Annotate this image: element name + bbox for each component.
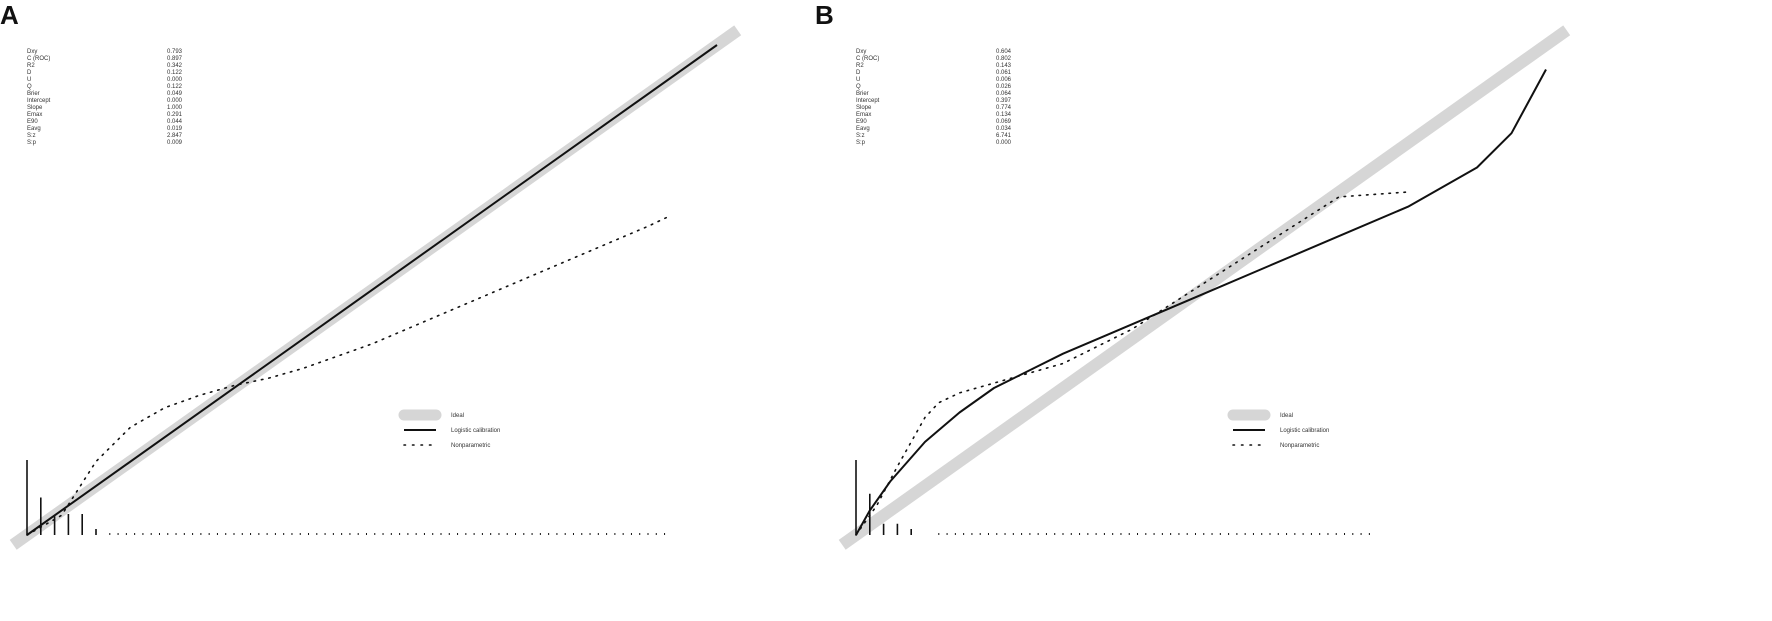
stat-name: Q — [856, 84, 861, 90]
stat-value: 0.069 — [996, 119, 1012, 125]
stat-value: 0.774 — [996, 105, 1012, 111]
panel-label: B — [815, 0, 834, 30]
stat-name: Brier — [856, 91, 869, 97]
stat-name: Emax — [27, 112, 42, 118]
stat-value: 0.342 — [167, 63, 183, 69]
nonparametric-line — [26, 215, 670, 536]
legend-ideal-label: Ideal — [451, 413, 464, 419]
stat-name: S:p — [27, 140, 37, 146]
stat-value: 0.006 — [996, 77, 1012, 83]
stat-name: C (ROC) — [856, 56, 879, 62]
stat-value: 0.134 — [996, 112, 1012, 118]
stat-name: Intercept — [27, 98, 51, 104]
stat-value: 1.000 — [167, 105, 183, 111]
stat-value: 0.009 — [167, 140, 183, 146]
stat-value: 2.847 — [167, 133, 183, 139]
stat-name: Brier — [27, 91, 40, 97]
stat-name: Intercept — [856, 98, 880, 104]
stat-name: Slope — [27, 105, 43, 111]
stat-value: 0.122 — [167, 84, 183, 90]
stat-name: S:p — [856, 140, 866, 146]
stat-value: 0.897 — [167, 56, 183, 62]
stat-name: S:z — [27, 133, 36, 139]
stat-value: 0.604 — [996, 49, 1012, 55]
legend-logistic-label: Logistic calibration — [451, 428, 500, 434]
stat-name: Dxy — [856, 49, 866, 55]
stat-name: U — [27, 77, 31, 83]
stat-name: E90 — [27, 119, 38, 125]
legend-nonparametric-label: Nonparametric — [451, 443, 490, 449]
legend-logistic-label: Logistic calibration — [1280, 428, 1329, 434]
stat-value: 0.143 — [996, 63, 1012, 69]
stat-name: R2 — [856, 63, 864, 69]
legend-ideal-label: Ideal — [1280, 413, 1293, 419]
stat-name: U — [856, 77, 860, 83]
stat-name: R2 — [27, 63, 35, 69]
stat-name: Eavg — [27, 126, 41, 132]
stat-value: 0.026 — [996, 84, 1012, 90]
stat-value: 0.019 — [167, 126, 183, 132]
calibration-panel-b: B Dxy 0.604 C (ROC) 0.802 R2 0.143 D 0.061 U 0.006… — [815, 0, 1571, 550]
stat-name: D — [856, 70, 861, 76]
calibration-panel-a: A Dxy 0.793 C (ROC) 0.897 R2 0.342 D 0.122 U 0.000… — [0, 0, 742, 550]
stat-value: 0.000 — [167, 77, 183, 83]
logistic-calibration-line — [855, 69, 1547, 536]
stat-value: 0.802 — [996, 56, 1012, 62]
stat-name: E90 — [856, 119, 867, 125]
stat-value: 6.741 — [996, 133, 1012, 139]
stat-name: S:z — [856, 133, 865, 139]
panel-label: A — [0, 0, 19, 30]
stat-name: Q — [27, 84, 32, 90]
stat-value: 0.064 — [996, 91, 1012, 97]
stat-value: 0.000 — [167, 98, 183, 104]
stat-name: Dxy — [27, 49, 37, 55]
stat-value: 0.000 — [996, 140, 1012, 146]
stat-value: 0.793 — [167, 49, 183, 55]
stat-value: 0.034 — [996, 126, 1012, 132]
stat-name: C (ROC) — [27, 56, 50, 62]
stat-value: 0.291 — [167, 112, 183, 118]
stat-name: Emax — [856, 112, 871, 118]
stat-value: 0.397 — [996, 98, 1012, 104]
stat-value: 0.122 — [167, 70, 183, 76]
logistic-calibration-line — [26, 44, 718, 536]
legend-nonparametric-label: Nonparametric — [1280, 443, 1319, 449]
stat-value: 0.049 — [167, 91, 183, 97]
stat-value: 0.044 — [167, 119, 183, 125]
stat-name: Slope — [856, 105, 872, 111]
stat-name: D — [27, 70, 32, 76]
ideal-line — [838, 25, 1571, 550]
stat-name: Eavg — [856, 126, 870, 132]
stat-value: 0.061 — [996, 70, 1012, 76]
